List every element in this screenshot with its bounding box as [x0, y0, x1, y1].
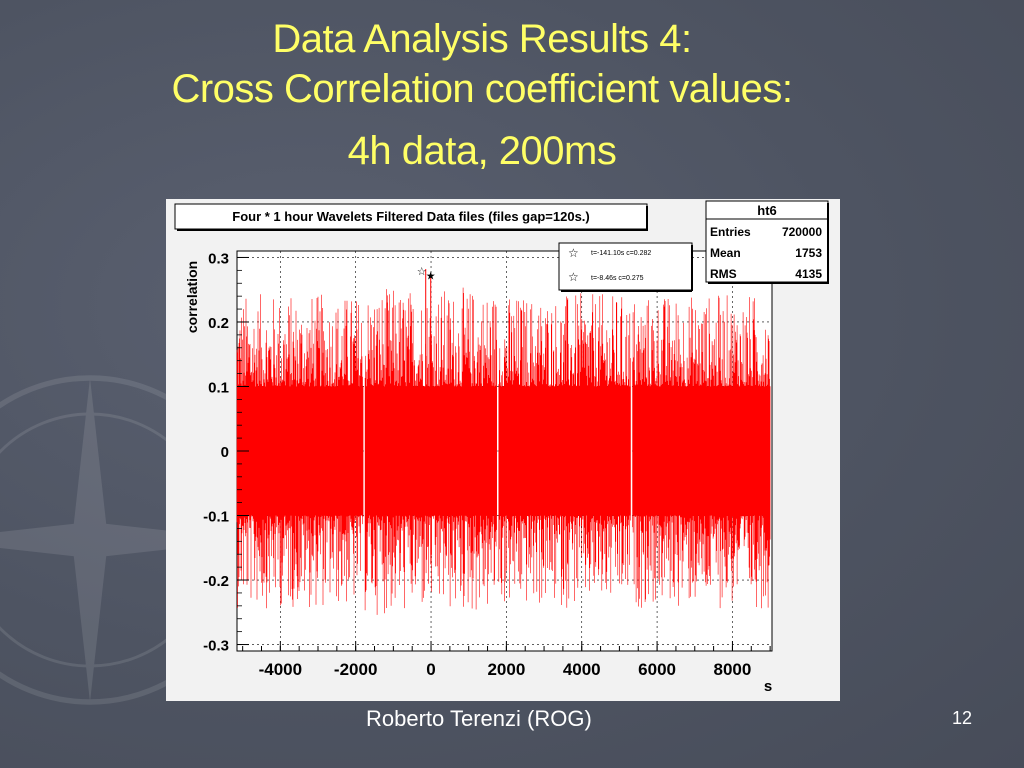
y-tick-label: 0.1 [208, 379, 229, 396]
marker-star-icon: ★ [426, 271, 436, 283]
marker-label-1: t=-141.10s c=0.282 [591, 250, 651, 257]
stats-entries-label: Entries [710, 225, 751, 239]
series-red-correlation [236, 287, 771, 615]
y-tick-label: -0.2 [203, 573, 229, 590]
x-tick-label: -2000 [334, 660, 377, 679]
axes: -4000 -2000 0 2000 4000 6000 8000 0.3 0.2 0.1 0 -0.… [203, 250, 771, 679]
stats-rms-value: 4135 [795, 267, 822, 281]
stats-mean-value: 1753 [795, 246, 822, 260]
y-axis-label: correlation [184, 261, 200, 333]
data-markers: ☆ ★ [417, 266, 436, 387]
x-tick-label: -4000 [259, 660, 302, 679]
marker-label-2: t=-8.46s c=0.275 [591, 275, 644, 282]
star-icon: ☆ [568, 270, 579, 284]
chart-title-box: Four * 1 hour Wavelets Filtered Data fil… [174, 203, 648, 231]
chart-figure: -4000 -2000 0 2000 4000 6000 8000 0.3 0.2 0.1 0 -0.… [166, 199, 840, 701]
x-tick-label: 6000 [638, 660, 676, 679]
star-icon: ☆ [568, 246, 579, 260]
y-tick-label: 0.2 [208, 315, 229, 332]
x-tick-label: 4000 [563, 660, 601, 679]
series-segment [498, 293, 631, 608]
series-spikes [236, 294, 364, 609]
series-segment [632, 295, 771, 609]
series-spikes [498, 293, 631, 608]
y-tick-label: 0.3 [208, 250, 229, 267]
slide-title: Data Analysis Results 4: Cross Correlati… [0, 14, 964, 176]
series-segment [364, 287, 497, 615]
marker-legend: ☆ t=-141.10s c=0.282 ☆ t=-8.46s c=0.275 [558, 242, 693, 292]
title-line-2: Cross Correlation coefficient values: [171, 67, 793, 111]
title-line-1: Data Analysis Results 4: [272, 17, 692, 61]
stats-mean-label: Mean [710, 246, 741, 260]
y-tick-label: 0 [221, 444, 229, 461]
footer-author: Roberto Terenzi (ROG) [366, 706, 592, 731]
title-line-3: 4h data, 200ms [347, 129, 617, 173]
x-tick-label: 2000 [487, 660, 525, 679]
x-tick-label: 8000 [714, 660, 752, 679]
y-tick-label: -0.1 [203, 509, 229, 526]
chart-svg: -4000 -2000 0 2000 4000 6000 8000 0.3 0.2 0.1 0 -0.… [174, 200, 829, 695]
marker-star-icon: ☆ [417, 266, 427, 278]
x-tick-label: 0 [426, 660, 435, 679]
series-segment [236, 294, 364, 609]
x-axis-label: s [764, 678, 772, 695]
stats-name: ht6 [757, 203, 777, 218]
chart-title: Four * 1 hour Wavelets Filtered Data fil… [232, 209, 590, 224]
stats-box: ht6 Entries 720000 Mean 1753 RMS 4135 [705, 200, 829, 284]
stats-entries-value: 720000 [782, 225, 822, 239]
page-number: 12 [952, 708, 973, 728]
series-spikes [364, 287, 497, 615]
stats-rms-label: RMS [710, 267, 737, 281]
y-tick-label: -0.3 [203, 638, 229, 655]
series-spikes [632, 295, 771, 609]
